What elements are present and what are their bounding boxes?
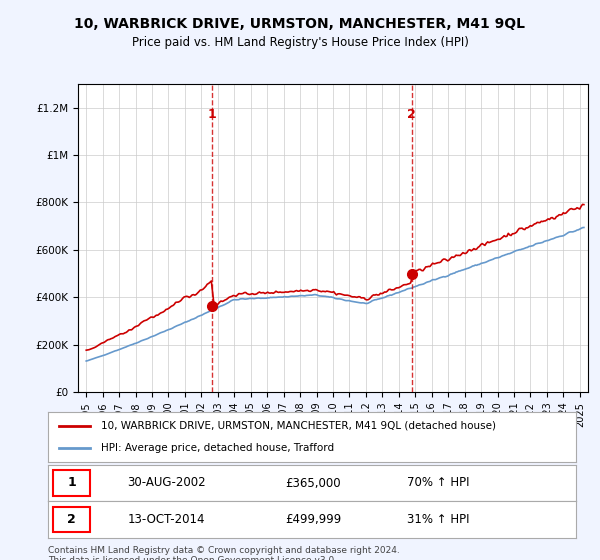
Text: 2: 2 [407, 108, 416, 121]
Text: 31% ↑ HPI: 31% ↑ HPI [407, 513, 470, 526]
Text: £365,000: £365,000 [286, 477, 341, 489]
Text: Price paid vs. HM Land Registry's House Price Index (HPI): Price paid vs. HM Land Registry's House … [131, 36, 469, 49]
Text: 70% ↑ HPI: 70% ↑ HPI [407, 477, 470, 489]
Text: 13-OCT-2014: 13-OCT-2014 [127, 513, 205, 526]
Text: 10, WARBRICK DRIVE, URMSTON, MANCHESTER, M41 9QL: 10, WARBRICK DRIVE, URMSTON, MANCHESTER,… [74, 17, 526, 31]
Text: HPI: Average price, detached house, Trafford: HPI: Average price, detached house, Traf… [101, 443, 334, 453]
Text: 2: 2 [67, 513, 76, 526]
Text: £499,999: £499,999 [286, 513, 342, 526]
Text: 10, WARBRICK DRIVE, URMSTON, MANCHESTER, M41 9QL (detached house): 10, WARBRICK DRIVE, URMSTON, MANCHESTER,… [101, 421, 496, 431]
Text: Contains HM Land Registry data © Crown copyright and database right 2024.
This d: Contains HM Land Registry data © Crown c… [48, 546, 400, 560]
FancyBboxPatch shape [53, 470, 90, 496]
Text: 1: 1 [208, 108, 217, 121]
Text: 1: 1 [67, 477, 76, 489]
Text: 30-AUG-2002: 30-AUG-2002 [127, 477, 206, 489]
FancyBboxPatch shape [53, 507, 90, 532]
